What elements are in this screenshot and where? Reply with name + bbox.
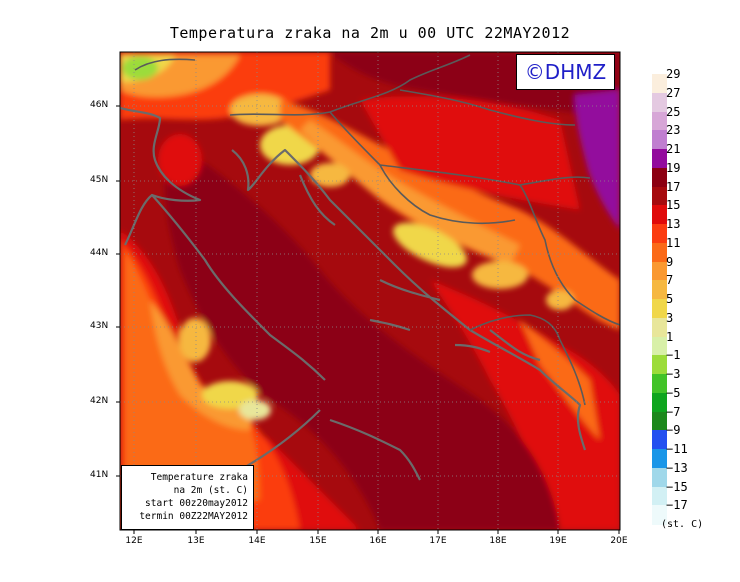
legend-label: 17 [666,179,681,194]
legend-label: 23 [666,123,681,138]
legend-label: 21 [666,142,681,156]
legend-label: −3 [666,367,681,381]
lon-label-19e: 19E [549,536,567,546]
lon-label-14e: 14E [248,536,266,546]
legend-unit: (st. C) [661,519,704,530]
legend-label: 7 [666,273,674,288]
legend-swatch [652,74,667,94]
legend-label: −5 [666,385,681,400]
legend-label: 3 [666,310,674,325]
legend-label: 19 [666,160,681,175]
legend-label: 15 [666,198,681,213]
lat-label-46n: 46N [90,100,109,110]
legend-swatch [652,130,667,150]
legend-swatch [652,299,667,319]
legend-label: −17 [666,498,688,513]
legend-swatch [652,167,667,187]
legend-label: 5 [666,292,674,306]
info-line-3: start 00z20may2012 [145,498,248,509]
lon-label-18e: 18E [489,536,507,546]
legend-swatch [652,224,667,244]
legend-swatch [652,317,667,337]
legend-label: 27 [666,85,681,100]
legend-label: 1 [666,329,674,344]
legend-label: −7 [666,404,681,419]
legend-swatch [652,355,667,375]
dhmz-logo: ©DHMZ [516,54,615,90]
legend-swatch [652,280,667,300]
lat-label-42n: 42N [90,396,109,406]
lat-label-43n: 43N [90,321,109,331]
lon-label-12e: 12E [125,536,143,546]
legend-swatch [652,486,667,506]
lat-label-45n: 45N [90,175,109,185]
lon-label-20e: 20E [610,536,628,546]
legend-swatch [652,467,667,487]
legend-swatch [652,336,667,356]
legend-swatch [652,92,667,112]
lon-label-13e: 13E [187,536,205,546]
map-title: Temperatura zraka na 2m u 00 UTC 22MAY20… [169,24,571,42]
legend-swatch [652,186,667,206]
legend-swatch [652,111,667,131]
legend-swatch [652,411,667,431]
legend-swatch [652,374,667,394]
legend-label: 11 [666,235,681,250]
legend-label: 13 [666,217,681,231]
lat-label-44n: 44N [90,248,109,258]
legend-label: −13 [666,460,688,475]
map-grid [120,52,620,530]
legend-swatch [652,449,667,469]
legend-label: 25 [666,104,681,119]
legend-swatch [652,505,667,525]
legend-label: −1 [666,348,681,363]
info-line-1: Temperature zraka [150,472,248,483]
legend-swatch [652,149,667,169]
legend-swatch [652,430,667,450]
legend-label: −9 [666,423,681,438]
legend-swatch [652,205,667,225]
lon-label-16e: 16E [369,536,387,546]
lat-label-41n: 41N [90,470,109,480]
temperature-field [120,52,620,530]
map-info-box: Temperature zraka na 2m (st. C) start 00… [121,465,254,530]
legend-label: 9 [666,254,674,269]
lon-label-15e: 15E [309,536,327,546]
info-line-2: na 2m (st. C) [173,485,248,496]
legend-swatch [652,242,667,262]
info-line-4: termin 00Z22MAY2012 [139,511,248,522]
legend-label: −15 [666,479,688,494]
lon-label-17e: 17E [429,536,447,546]
legend-swatch [652,261,667,281]
legend-swatch [652,392,667,412]
legend-label: −11 [666,442,688,456]
legend-label: 29 [666,67,681,81]
